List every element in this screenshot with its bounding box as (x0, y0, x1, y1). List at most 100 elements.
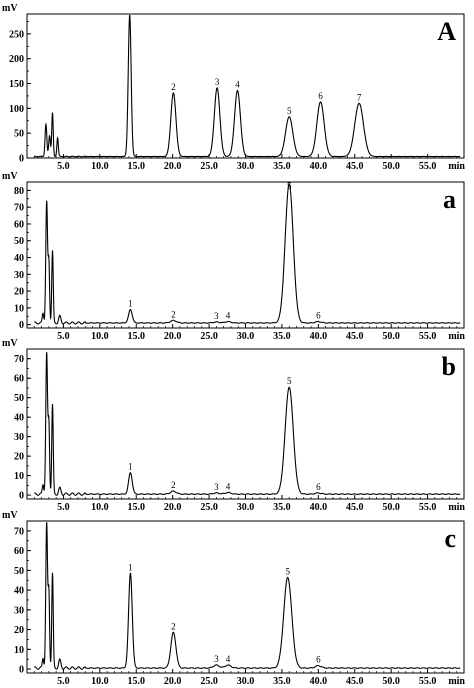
y-tick-label: 70 (14, 203, 24, 214)
x-axis-unit: min (448, 161, 465, 172)
x-tick-label: 30.0 (237, 331, 255, 342)
y-tick-label: 150 (9, 79, 24, 90)
chromatogram-trace (34, 522, 461, 670)
y-axis-unit: mV (2, 338, 18, 349)
y-tick-label: 250 (9, 29, 24, 40)
panel-label: a (443, 185, 456, 214)
y-tick-label: 70 (14, 526, 24, 537)
peak-label: 4 (235, 79, 240, 89)
peak-label: 6 (316, 311, 321, 321)
y-tick-label: 100 (9, 104, 24, 115)
x-tick-label: 40.0 (310, 161, 328, 172)
peak-label: 7 (357, 92, 362, 102)
x-tick-label: 40.0 (310, 331, 328, 342)
peak-label: 3 (214, 482, 219, 492)
x-tick-label: 30.0 (237, 502, 255, 513)
x-tick-label: 50.0 (382, 502, 400, 513)
x-tick-label: 15.0 (128, 331, 146, 342)
x-tick-label: 20.0 (164, 502, 182, 513)
panel-label: A (437, 17, 456, 46)
x-axis-unit: min (448, 676, 465, 687)
y-tick-label: 80 (14, 186, 24, 197)
peak-label: 2 (171, 622, 176, 632)
peak-label: 5 (287, 106, 292, 116)
x-tick-label: 35.0 (273, 161, 291, 172)
y-tick-label: 0 (19, 491, 24, 502)
x-tick-label: 55.0 (419, 502, 437, 513)
y-tick-label: 10 (14, 645, 24, 656)
x-axis-unit: min (448, 502, 465, 513)
panel-label: b (442, 352, 456, 381)
y-axis-unit: mV (2, 3, 18, 14)
peak-label: 5 (287, 376, 292, 386)
y-tick-label: 20 (14, 625, 24, 636)
peak-label: 5 (287, 181, 292, 191)
x-tick-label: 30.0 (237, 676, 255, 687)
panel-label: c (444, 524, 456, 553)
x-axis-unit: min (448, 331, 465, 342)
chart-panel-a: 80 70 60 50 40 30 20 10 0 5.0 10.0 15.0 20.0 25.0 30.0… (2, 171, 465, 342)
x-tick-label: 35.0 (273, 331, 291, 342)
x-tick-label: 45.0 (346, 676, 364, 687)
x-tick-label: 55.0 (419, 676, 437, 687)
peak-label: 3 (214, 311, 219, 321)
x-tick-label: 45.0 (346, 161, 364, 172)
y-tick-label: 30 (14, 605, 24, 616)
x-tick-label: 35.0 (273, 502, 291, 513)
x-tick-label: 45.0 (346, 331, 364, 342)
peak-label: 1 (128, 299, 133, 309)
x-tick-label: 55.0 (419, 331, 437, 342)
y-tick-label: 20 (14, 287, 24, 298)
chromatogram-trace (34, 183, 461, 325)
x-tick-label: 5.0 (57, 331, 70, 342)
plot-frame (26, 348, 465, 500)
y-tick-label: 60 (14, 374, 24, 385)
x-tick-label: 15.0 (128, 161, 146, 172)
y-tick-label: 60 (14, 219, 24, 230)
y-tick-label: 10 (14, 471, 24, 482)
x-tick-label: 50.0 (382, 331, 400, 342)
x-tick-label: 25.0 (200, 676, 218, 687)
x-tick-label: 50.0 (382, 676, 400, 687)
y-tick-label: 40 (14, 253, 24, 264)
x-tick-label: 40.0 (310, 676, 328, 687)
peak-label: 2 (171, 309, 176, 319)
peak-label: 3 (214, 654, 219, 664)
peak-label: 5 (285, 566, 290, 576)
x-tick-label: 50.0 (382, 161, 400, 172)
peak-label: 4 (226, 654, 231, 664)
y-tick-label: 60 (14, 546, 24, 557)
x-tick-label: 45.0 (346, 502, 364, 513)
y-axis-unit: mV (2, 171, 18, 182)
x-tick-label: 25.0 (200, 331, 218, 342)
y-tick-label: 40 (14, 413, 24, 424)
peak-label: 1 (128, 462, 133, 472)
x-tick-label: 15.0 (128, 502, 146, 513)
x-tick-label: 20.0 (164, 331, 182, 342)
x-tick-label: 25.0 (200, 161, 218, 172)
peak-label: 1 (128, 562, 133, 572)
y-tick-label: 50 (14, 566, 24, 577)
peak-label: 2 (171, 480, 176, 490)
y-tick-label: 50 (14, 393, 24, 404)
y-tick-label: 50 (14, 236, 24, 247)
x-tick-label: 10.0 (91, 161, 109, 172)
x-tick-label: 25.0 (200, 502, 218, 513)
x-tick-label: 5.0 (57, 676, 70, 687)
plot-frame (26, 181, 465, 329)
x-tick-label: 35.0 (273, 676, 291, 687)
peak-label: 6 (318, 91, 323, 101)
y-tick-label: 10 (14, 303, 24, 314)
y-axis-unit: mV (2, 510, 18, 521)
y-tick-label: 30 (14, 270, 24, 281)
plot-frame (26, 520, 465, 674)
chromatogram-trace (34, 352, 461, 496)
plot-frame (26, 13, 465, 159)
y-tick-label: 200 (9, 54, 24, 65)
x-tick-label: 5.0 (57, 161, 70, 172)
y-tick-label: 40 (14, 586, 24, 597)
